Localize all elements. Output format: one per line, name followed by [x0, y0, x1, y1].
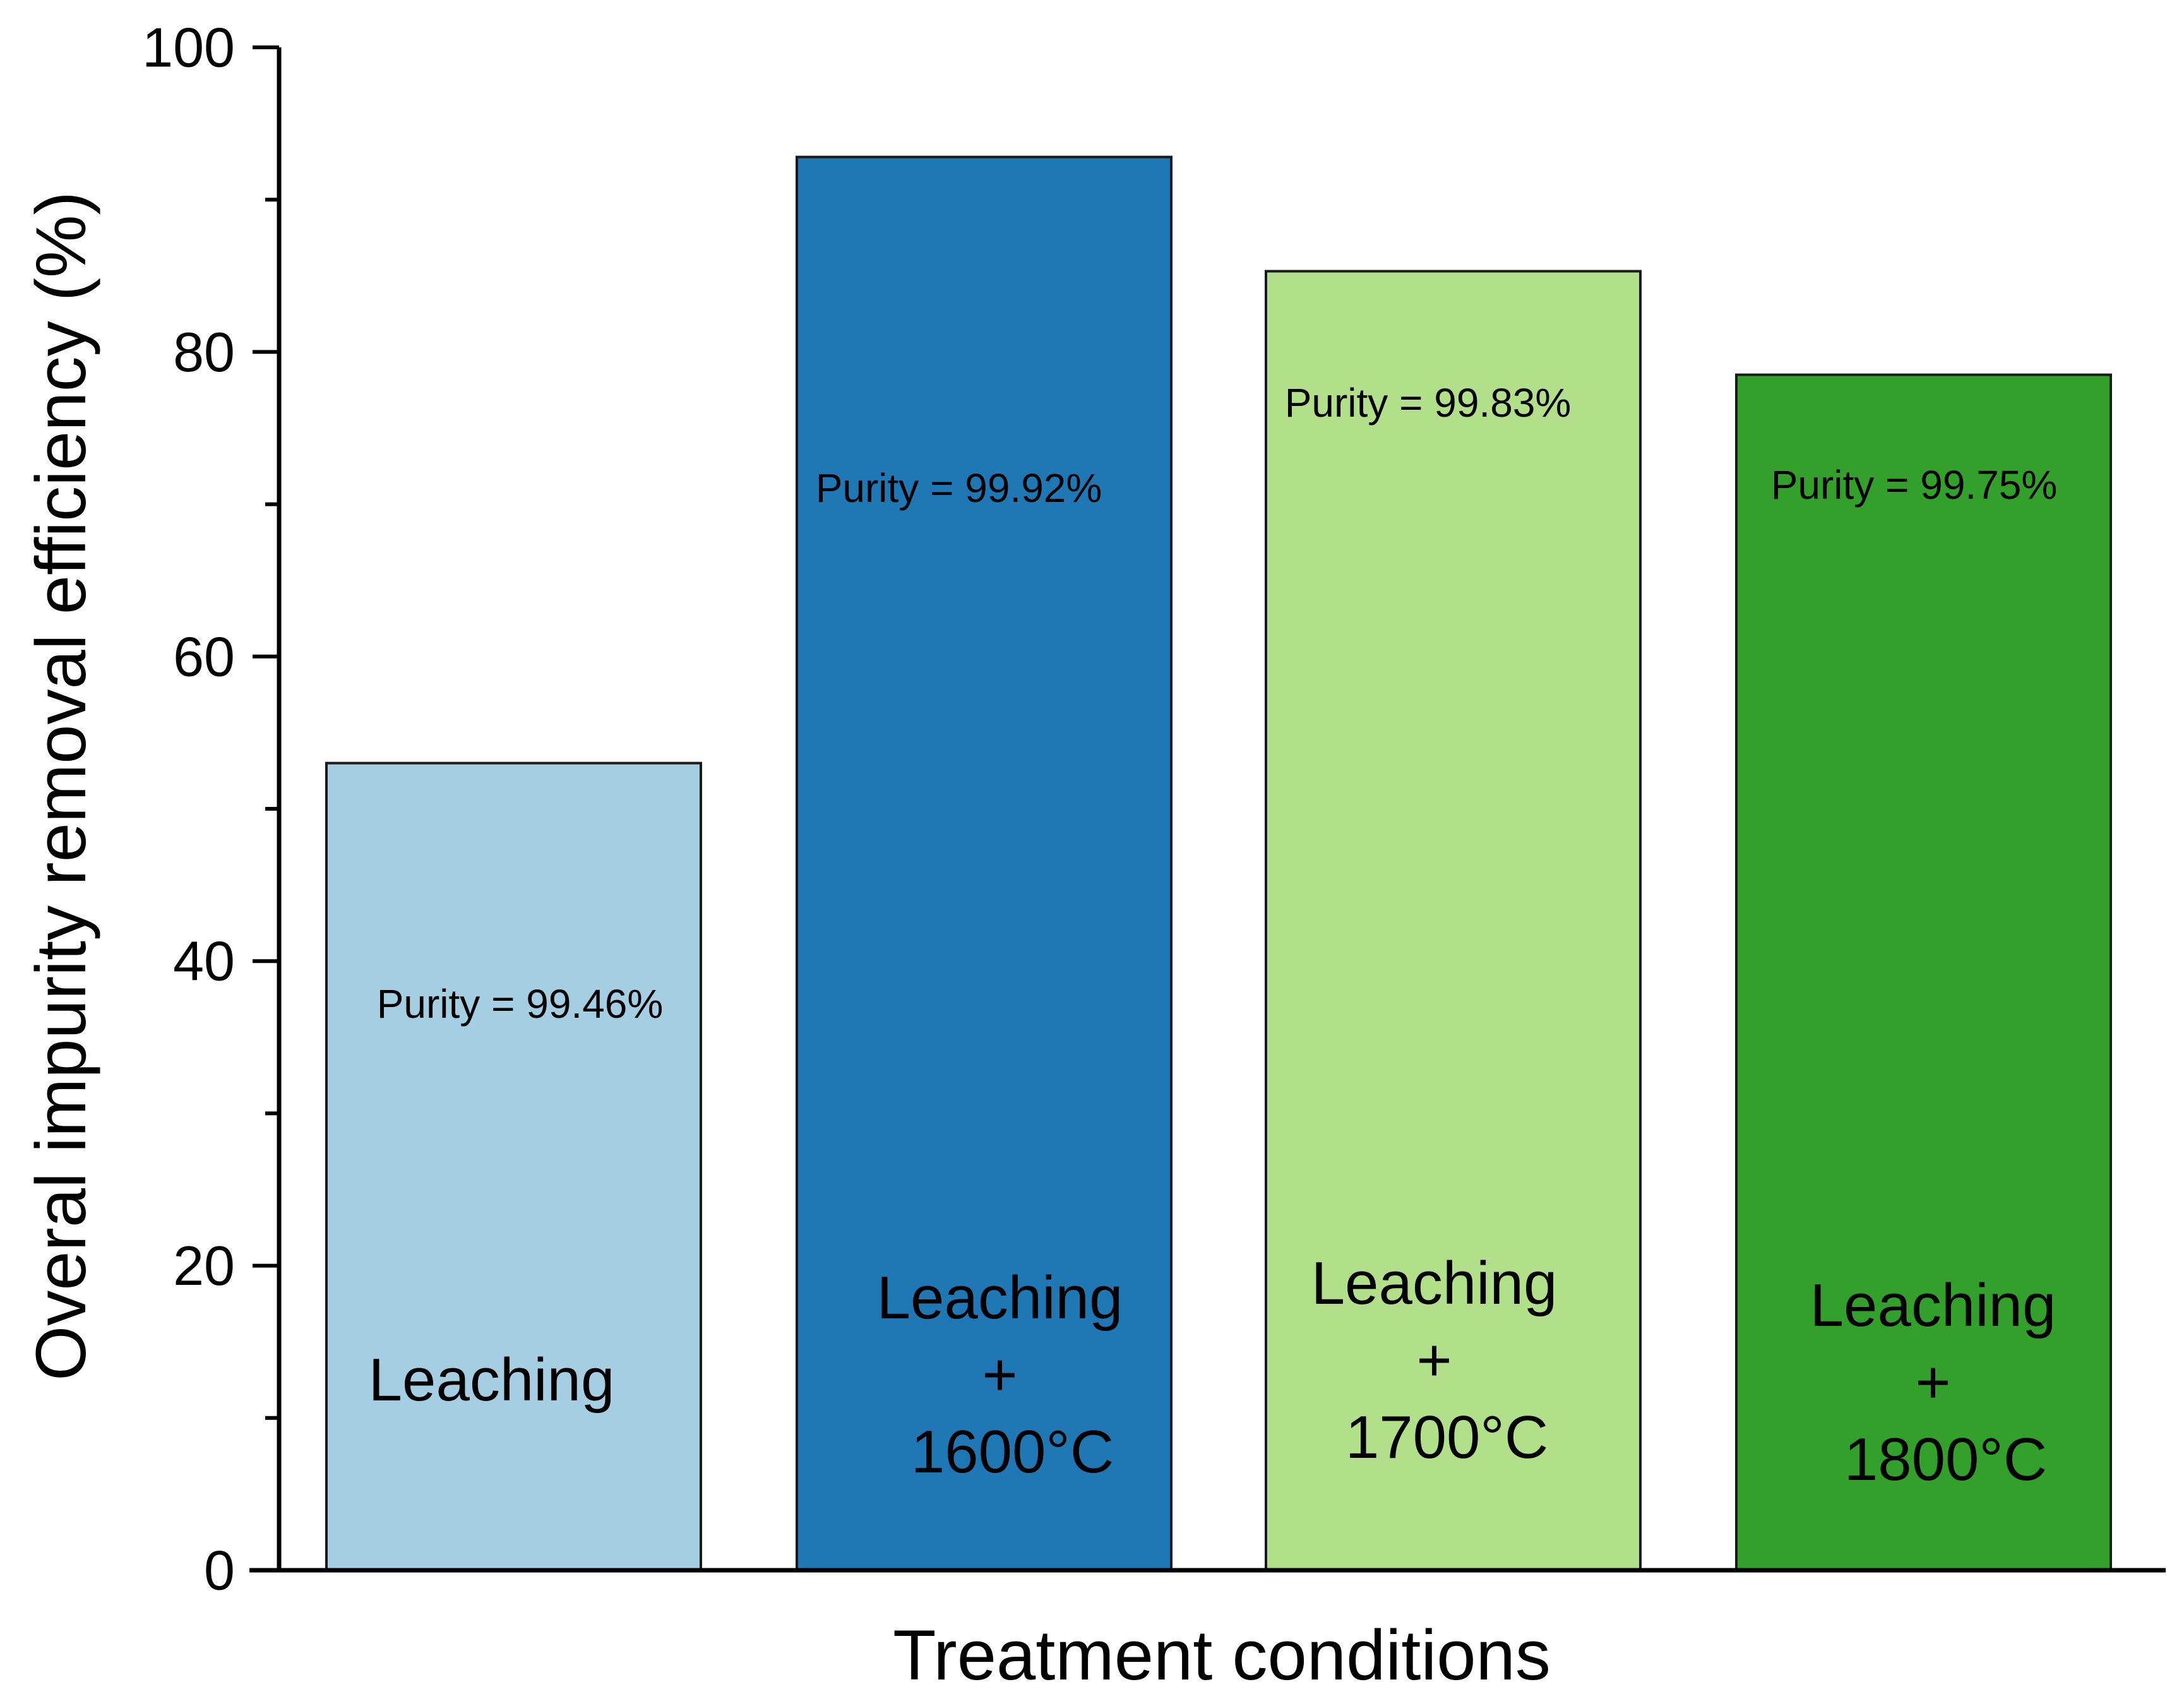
y-ticks: 0 20 40 60 80 100	[142, 16, 279, 1602]
bar-2	[796, 155, 1173, 1572]
bar-4	[1735, 373, 2112, 1572]
x-axis-title: Treatment conditions	[893, 1616, 1551, 1695]
bar-4-label-line-3: 1800°C	[1844, 1426, 2047, 1493]
bar-1-label-line-1: Leaching	[369, 1346, 615, 1414]
bar-3-label-line-3: 1700°C	[1346, 1404, 1548, 1471]
bar-3	[1265, 270, 1642, 1572]
bar-2-label-line-3: 1600°C	[911, 1418, 1114, 1486]
purity-label-4: Purity = 99.75%	[1771, 462, 2058, 508]
y-tick-label-100: 100	[142, 16, 235, 79]
purity-label-2: Purity = 99.92%	[816, 465, 1102, 511]
bar-2-label-line-1: Leaching	[877, 1264, 1123, 1332]
purity-label-3: Purity = 99.83%	[1285, 380, 1572, 426]
bars-layer	[325, 155, 2112, 1572]
bar-3-label-line-2: +	[1416, 1327, 1452, 1394]
bar-4-label-line-2: +	[1915, 1349, 1950, 1416]
bar-3-label-line-1: Leaching	[1311, 1250, 1558, 1317]
y-axis-title: Overal impurity removal efficiency (%)	[21, 191, 100, 1381]
bar-1	[325, 761, 702, 1572]
y-tick-label-0: 0	[204, 1539, 235, 1602]
y-tick-label-80: 80	[173, 321, 235, 383]
bar-condition-labels: Leaching Leaching +1600°C Leaching +1700°C Le…	[369, 1250, 2056, 1493]
y-tick-label-60: 60	[173, 625, 235, 688]
y-tick-label-20: 20	[173, 1234, 235, 1297]
bar-2-label-line-2: +	[982, 1341, 1017, 1409]
purity-label-1: Purity = 99.46%	[377, 981, 664, 1027]
purity-annotations: Purity = 99.46% Purity = 99.92% Purity = 9…	[377, 380, 2058, 1027]
bar-4-label-line-1: Leaching	[1810, 1272, 2056, 1339]
y-tick-label-40: 40	[173, 930, 235, 993]
